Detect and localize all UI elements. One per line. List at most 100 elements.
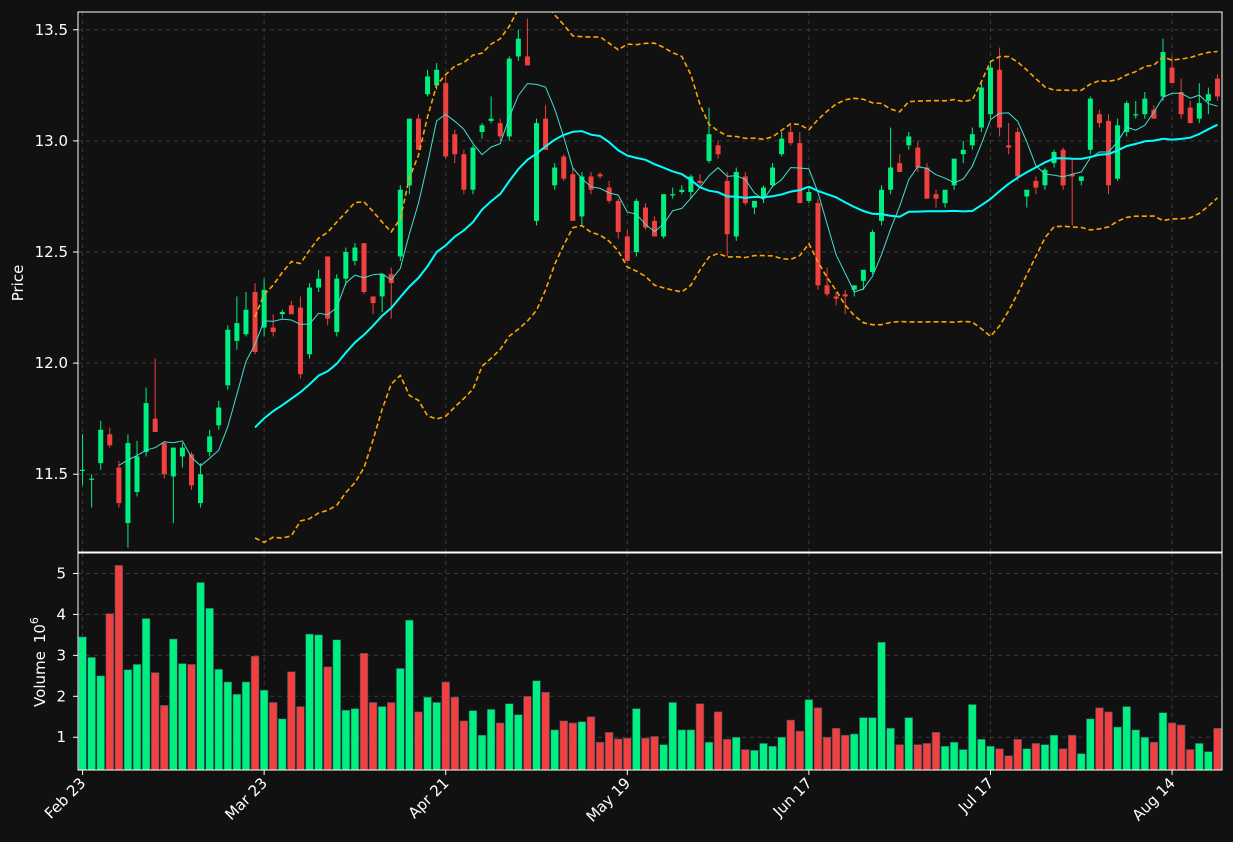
price-tick-label: 11.5 [35, 465, 68, 483]
volume-bar [895, 744, 904, 771]
volume-bar [414, 711, 423, 771]
candle-body [1078, 176, 1084, 181]
candle-body [415, 118, 421, 150]
candle-body [370, 296, 376, 304]
volume-bar [614, 738, 623, 771]
volume-bar [704, 741, 714, 771]
candle-body [606, 187, 612, 201]
indicator-lines [118, 12, 1219, 544]
volume-bar [377, 706, 387, 771]
candle-body [434, 69, 440, 86]
candle-body [842, 294, 848, 297]
candle-body [869, 232, 875, 272]
candle-body [978, 87, 984, 128]
volume-bar [350, 708, 360, 771]
volume-bar [759, 743, 768, 771]
volume-bar [450, 696, 459, 771]
volume-bar [641, 737, 650, 771]
volume-bar [813, 707, 823, 771]
volume-bar [96, 675, 105, 771]
candle-body [443, 83, 449, 157]
volume-bar [432, 702, 441, 771]
candle-body [888, 167, 894, 190]
volume-bar [949, 741, 959, 771]
volume-bar [523, 696, 532, 771]
candle-body [107, 434, 113, 446]
candle-body [470, 147, 476, 190]
volume-bar [732, 736, 741, 771]
candle-body [615, 200, 621, 232]
volume-bar [741, 749, 750, 771]
candle-body [134, 456, 140, 492]
volume-bar [777, 736, 786, 771]
volume-bar [141, 618, 151, 771]
volume-bar [722, 738, 732, 771]
candle-body [506, 58, 512, 137]
volume-bar [959, 749, 968, 771]
candle-body [679, 189, 685, 192]
candle-body [1133, 114, 1139, 116]
candle-body [597, 174, 603, 177]
candlesticks [80, 18, 1220, 548]
candle-body [642, 207, 648, 228]
volume-tick-label: 2 [56, 687, 66, 705]
candle-body [179, 447, 185, 457]
candle-body [860, 269, 866, 281]
candle-body [425, 76, 431, 95]
volume-bar [586, 716, 596, 771]
candle-body [942, 189, 948, 204]
candle-body [316, 278, 322, 288]
panel-frames [77, 11, 1223, 771]
volume-bar [577, 721, 587, 771]
volume-exponent-base: 10 [31, 624, 49, 643]
volume-bar [259, 689, 269, 771]
candle-body [252, 292, 258, 352]
volume-bar [405, 619, 414, 771]
candle-body [288, 305, 294, 315]
candle-body [661, 194, 667, 237]
volume-bar [913, 744, 923, 771]
volume-bar [877, 641, 886, 771]
candle-body [1187, 107, 1193, 124]
volume-bar [477, 734, 487, 771]
volume-bar [1122, 706, 1131, 771]
volume-bar [269, 702, 278, 771]
volume-bar [1022, 748, 1031, 771]
volume-bar [178, 663, 187, 771]
candle-body [1151, 109, 1157, 119]
volume-bar [686, 729, 696, 771]
volume-bar [1004, 755, 1013, 771]
candle-body [379, 274, 385, 297]
candle-body [987, 67, 993, 115]
candle-body [733, 172, 739, 237]
candle-body [552, 167, 558, 186]
volume-bar [1113, 726, 1122, 771]
volume-bar [1104, 711, 1113, 771]
candle-body [406, 118, 412, 186]
candle-body [706, 134, 712, 161]
candle-body [1169, 67, 1175, 84]
volume-bar [1158, 712, 1168, 771]
candle-body [1042, 169, 1048, 186]
candle-body [915, 147, 921, 168]
candle-body [1205, 94, 1211, 101]
candle-body [125, 443, 131, 524]
volume-bar [713, 711, 723, 771]
volume-bar [169, 638, 178, 771]
short-moving-average-line [118, 83, 1218, 467]
volume-bar [768, 745, 777, 771]
candle-body [325, 256, 331, 319]
candle-body [688, 176, 694, 192]
candle-body [897, 163, 903, 172]
candle-body [188, 454, 194, 486]
volume-bar [396, 668, 405, 771]
volume-bar [968, 704, 977, 771]
candle-body [488, 118, 494, 121]
candle-body [570, 174, 576, 221]
volume-bar [323, 666, 332, 771]
candle-body [1096, 114, 1102, 124]
volume-bar [977, 738, 986, 771]
volume-bar [904, 717, 913, 771]
volume-bar [150, 672, 160, 771]
candle-body [1124, 103, 1130, 132]
